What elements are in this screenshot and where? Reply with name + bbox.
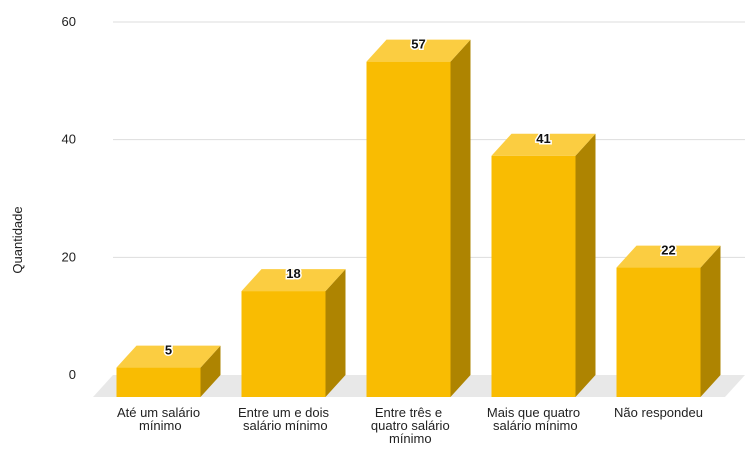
data-label: 22	[661, 243, 675, 258]
data-label: 18	[286, 266, 300, 281]
bar-side	[450, 39, 471, 398]
bar-side	[575, 133, 596, 398]
x-tick-label: Até um salário mínimo	[117, 405, 200, 433]
data-label: 57	[411, 37, 425, 52]
y-tick-label: 0	[69, 367, 76, 382]
bar-front	[616, 267, 701, 397]
bar	[116, 345, 221, 397]
x-tick-label: Entre três e quatro salário mínimo	[367, 405, 449, 446]
bar-side	[700, 245, 721, 397]
data-label: 5	[165, 343, 172, 358]
bar-top	[366, 39, 471, 62]
bar-front	[241, 291, 326, 397]
y-tick-label: 20	[62, 249, 76, 264]
bar-side	[200, 345, 221, 397]
x-tick-label: Mais que quatro salário mínimo	[487, 405, 580, 433]
y-tick-label: 40	[62, 132, 76, 147]
bar-front	[116, 367, 201, 397]
bar	[491, 133, 596, 398]
bar-top	[491, 133, 596, 156]
bar-top	[616, 245, 721, 268]
y-axis-label: Quantidade	[10, 206, 25, 273]
bar-side	[325, 269, 346, 397]
bar	[616, 245, 721, 397]
bar-top	[241, 269, 346, 292]
bar-front	[491, 155, 576, 397]
y-tick-label: 60	[62, 14, 76, 29]
bar-front	[366, 61, 451, 398]
data-label: 41	[536, 131, 550, 146]
bar	[366, 39, 471, 398]
bar-top	[116, 345, 221, 368]
x-tick-label: Não respondeu	[614, 405, 703, 420]
bar	[241, 269, 346, 397]
x-tick-label: Entre um e dois salário mínimo	[238, 405, 330, 433]
